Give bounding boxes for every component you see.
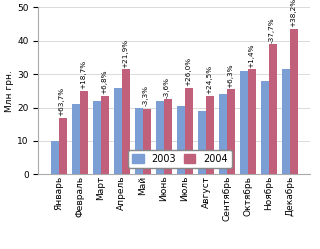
Bar <box>219 94 227 174</box>
Legend: 2003, 2004: 2003, 2004 <box>128 150 232 168</box>
Bar <box>248 69 256 174</box>
Bar <box>261 81 269 174</box>
Bar <box>269 44 277 174</box>
Text: +63,7%: +63,7% <box>59 87 65 116</box>
Text: +21,9%: +21,9% <box>122 38 128 67</box>
Text: +26,0%: +26,0% <box>185 57 191 86</box>
Text: +24,5%: +24,5% <box>206 65 212 94</box>
Bar <box>164 99 172 174</box>
Text: -37,7%: -37,7% <box>269 17 275 43</box>
Bar <box>101 96 109 174</box>
Bar <box>135 108 143 174</box>
Bar <box>72 104 80 174</box>
Y-axis label: Млн грн.: Млн грн. <box>5 70 14 112</box>
Text: +6,3%: +6,3% <box>227 63 233 88</box>
Bar <box>227 89 235 174</box>
Bar <box>59 118 67 174</box>
Bar <box>93 101 101 174</box>
Text: -3,6%: -3,6% <box>164 76 170 98</box>
Bar <box>122 69 130 174</box>
Text: +1,4%: +1,4% <box>248 43 254 67</box>
Bar <box>240 71 248 174</box>
Bar <box>185 88 193 174</box>
Text: +6,8%: +6,8% <box>101 70 107 94</box>
Bar <box>290 29 298 174</box>
Bar <box>206 96 214 174</box>
Bar <box>51 141 59 174</box>
Bar <box>198 111 206 174</box>
Text: -3,3%: -3,3% <box>143 85 149 106</box>
Bar <box>114 88 122 174</box>
Bar <box>80 91 88 174</box>
Bar <box>143 109 151 174</box>
Text: +38,2%: +38,2% <box>290 0 296 27</box>
Bar <box>177 106 185 174</box>
Text: +18,7%: +18,7% <box>80 60 86 89</box>
Bar <box>282 69 290 174</box>
Bar <box>156 101 164 174</box>
